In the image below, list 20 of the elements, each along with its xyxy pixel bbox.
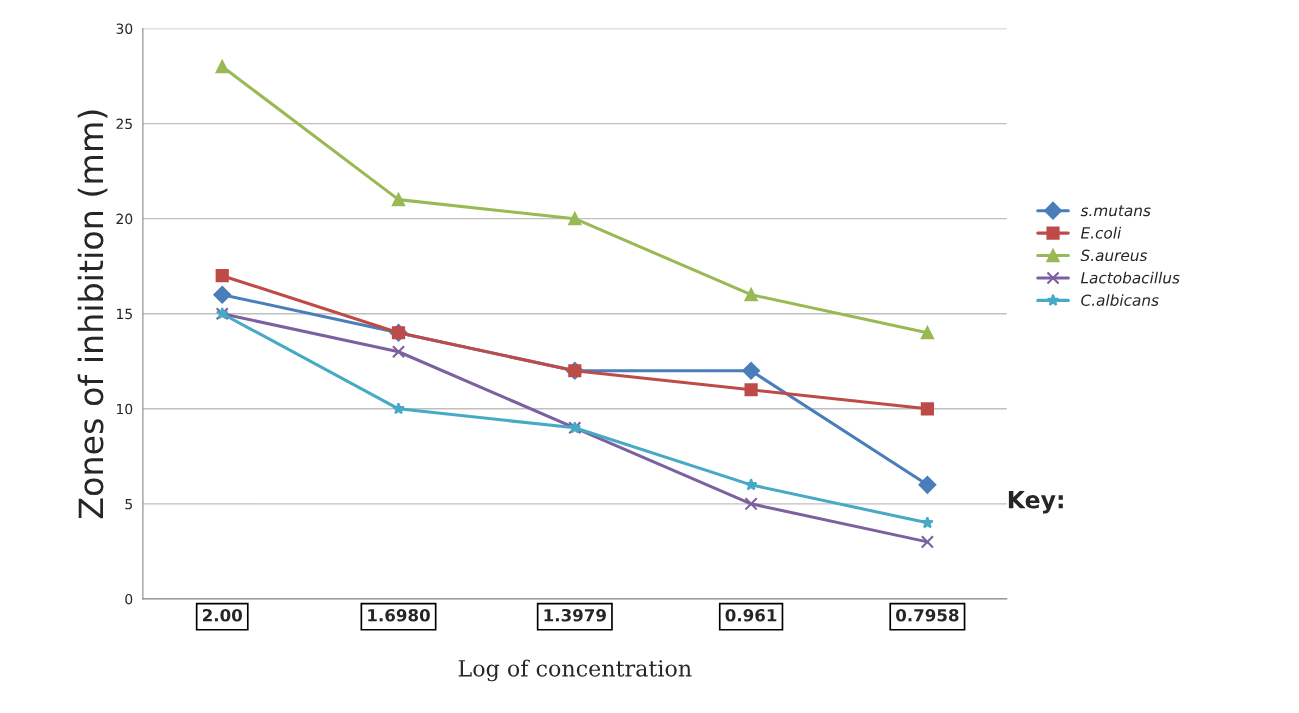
y-tick-label: 25 (116, 118, 132, 130)
x-axis-title: Log of concentration (458, 659, 692, 682)
x-tick-label: 2.00 (202, 608, 242, 622)
legend-label: E.coli (1080, 226, 1122, 239)
legend-label: Lactobacillus (1080, 271, 1180, 284)
y-tick-label: 10 (117, 403, 133, 415)
y-tick-label: 30 (116, 23, 133, 34)
y-tick-label: 15 (117, 308, 132, 320)
y-tick-label: 0 (125, 593, 133, 605)
x-tick-label: 1.3979 (544, 608, 606, 622)
x-tick-label: 1.6980 (368, 608, 430, 622)
y-tick-label: 5 (125, 499, 132, 510)
x-tick-label: 0.961 (725, 608, 777, 622)
x-tick-label: 0.7958 (896, 608, 959, 622)
y-tick-label: 20 (116, 213, 133, 225)
legend-label: s.mutans (1080, 205, 1151, 217)
y-axis-title: Zones of inhibition (mm) (77, 110, 108, 519)
legend-label: S.aureus (1080, 249, 1148, 262)
text: Key: (1008, 491, 1063, 514)
legend-label: C.albicans (1081, 294, 1159, 306)
